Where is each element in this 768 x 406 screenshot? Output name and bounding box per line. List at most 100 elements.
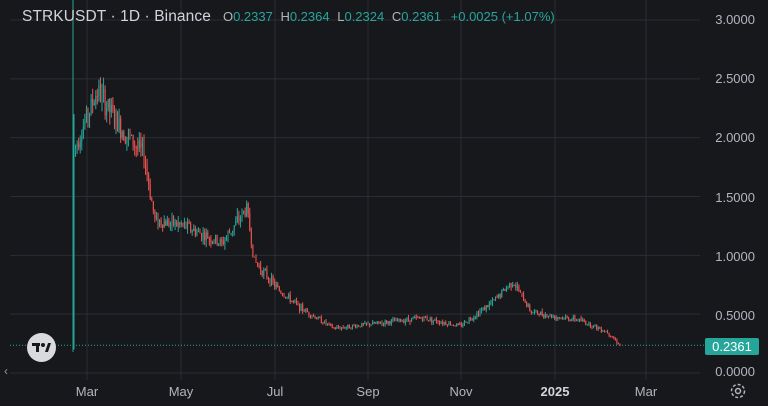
candle-body xyxy=(521,292,523,294)
candle-body xyxy=(249,213,251,231)
candle-body xyxy=(176,221,178,227)
candle-body xyxy=(95,96,97,104)
candle-body xyxy=(607,331,609,333)
candle-body xyxy=(552,316,554,318)
candle-body xyxy=(392,319,394,321)
candle-body xyxy=(336,326,338,329)
candle-body xyxy=(457,324,459,326)
candle-body xyxy=(339,327,341,329)
candle-body xyxy=(319,316,321,318)
candle-body xyxy=(557,317,559,319)
candle-body xyxy=(331,324,333,328)
candle-body xyxy=(541,311,543,316)
candle-body xyxy=(523,293,525,301)
candle-body xyxy=(317,316,319,319)
candle-body xyxy=(229,231,231,233)
candle-body xyxy=(327,323,329,325)
candle-body xyxy=(221,239,223,242)
candle-body xyxy=(504,288,506,291)
candle-body xyxy=(215,235,217,242)
candle-body xyxy=(356,325,358,328)
candle-body xyxy=(397,319,399,321)
candle-body xyxy=(421,318,423,320)
high-label: H xyxy=(280,9,290,24)
change-value: +0.0025 (+1.07%) xyxy=(450,9,555,24)
candle-body xyxy=(367,323,369,325)
candle-body xyxy=(415,317,417,319)
candle-body xyxy=(193,228,195,231)
candle-body xyxy=(292,300,294,302)
candle-body xyxy=(569,320,571,322)
candle-body xyxy=(117,111,119,132)
high-value: 0.2364 xyxy=(289,9,330,24)
candle-body xyxy=(575,319,577,321)
candle-body xyxy=(157,215,159,227)
candle-body xyxy=(325,320,327,324)
candle-body xyxy=(376,321,378,323)
candle-body xyxy=(443,322,445,324)
candle-body xyxy=(369,323,371,326)
candle-body xyxy=(289,294,291,303)
candle-body xyxy=(547,316,549,318)
candle-body xyxy=(165,221,167,226)
candle-body xyxy=(260,266,262,271)
symbol-title[interactable]: STRKUSDT · 1D · Binance xyxy=(22,8,211,25)
candle-body xyxy=(404,320,406,323)
candle-body xyxy=(485,305,487,311)
candle-body xyxy=(155,215,157,219)
candle-body xyxy=(379,322,381,324)
candle-body xyxy=(149,184,151,199)
candle-body xyxy=(365,322,367,324)
settings-gear-icon[interactable] xyxy=(729,382,747,400)
candle-body xyxy=(101,92,103,102)
candle-body xyxy=(532,312,534,314)
candle-body xyxy=(345,327,347,329)
last-price-tag: 0.2361 xyxy=(705,338,759,355)
candle-body xyxy=(277,284,279,288)
candle-body xyxy=(87,109,89,119)
candle-body xyxy=(297,302,299,304)
tradingview-logo-icon[interactable] xyxy=(27,333,56,362)
candle-body xyxy=(89,113,91,119)
candle-body xyxy=(202,232,204,240)
candle-body xyxy=(96,96,98,98)
candle-body xyxy=(538,313,540,316)
candle-body xyxy=(320,317,322,324)
candle-body xyxy=(442,322,444,324)
candle-body xyxy=(417,317,419,319)
candle-body xyxy=(236,216,238,222)
candle-body xyxy=(191,230,193,232)
candle-body xyxy=(613,337,615,339)
candle-body xyxy=(460,324,462,327)
candle-body xyxy=(104,89,106,116)
candle-body xyxy=(373,322,375,324)
chart-legend: STRKUSDT · 1D · Binance O0.2337 H0.2364 … xyxy=(22,8,555,28)
candle-body xyxy=(471,319,473,321)
candle-body xyxy=(238,216,240,221)
candle-body xyxy=(600,328,602,332)
candle-body xyxy=(311,315,313,317)
candle-body xyxy=(281,293,283,295)
scroll-left-arrow-icon[interactable]: ‹ xyxy=(4,364,8,378)
candle-body xyxy=(244,210,246,216)
candle-body xyxy=(239,218,241,221)
candle-body xyxy=(476,312,478,317)
candle-body xyxy=(171,215,173,224)
candle-body xyxy=(375,322,377,324)
candle-body xyxy=(334,327,336,329)
candle-body xyxy=(264,269,266,271)
candle-body xyxy=(535,310,537,312)
candle-body xyxy=(574,316,576,321)
candle-body xyxy=(412,317,414,319)
candle-body xyxy=(571,319,573,321)
candle-body xyxy=(473,317,475,320)
candle-body xyxy=(127,132,129,137)
candle-body xyxy=(378,321,380,323)
candle-body xyxy=(79,141,81,148)
candle-body xyxy=(194,228,196,236)
candle-body xyxy=(467,322,469,324)
candle-body xyxy=(322,323,324,325)
candle-body xyxy=(141,143,143,148)
candle-body xyxy=(611,336,613,338)
